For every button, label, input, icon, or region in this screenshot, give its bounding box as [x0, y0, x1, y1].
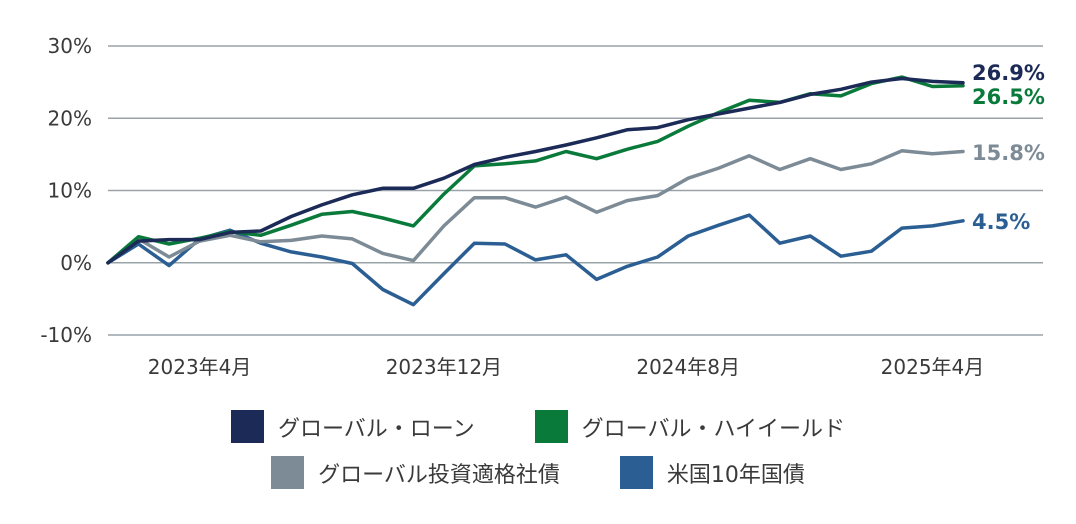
y-tick-label: 0% [60, 251, 92, 275]
line-chart: -10% 0% 10% 20% 30% 2023年4月 2023年12月 2024年8月 202… [40, 34, 1045, 379]
end-label: 4.5% [972, 210, 1030, 234]
legend-label-global-loan: グローバル・ローン [277, 416, 475, 442]
x-tick-label: 2023年4月 [148, 355, 252, 379]
legend-label-global-high-yield: グローバル・ハイイールド [581, 416, 846, 442]
legend-row-1: グローバル・ローン グローバル・ハイイールド [0, 410, 1076, 443]
x-tick-label: 2023年12月 [386, 355, 502, 379]
end-label: 26.9% [972, 61, 1045, 85]
legend-swatch-global-high-yield [534, 410, 568, 443]
legend-row-2: グローバル投資適格社債 米国10年国債 [0, 456, 1076, 489]
end-label: 26.5% [972, 85, 1045, 109]
x-tick-label: 2024年8月 [636, 355, 740, 379]
y-tick-label: 10% [48, 179, 92, 203]
y-tick-label: 20% [48, 106, 92, 130]
legend-item-global-high-yield: グローバル・ハイイールド [534, 410, 846, 443]
legend-item-global-loan: グローバル・ローン [230, 410, 475, 443]
legend-label-us-10y: 米国10年国債 [666, 462, 805, 488]
y-tick-label: 30% [48, 34, 92, 58]
legend-item-us-10y: 米国10年国債 [619, 456, 805, 489]
legend-label-global-ig-corp: グローバル投資適格社債 [318, 462, 560, 488]
series-line [106, 76, 965, 265]
x-tick-label: 2025年4月 [881, 355, 985, 379]
y-tick-label: -10% [40, 323, 92, 347]
legend-swatch-global-ig-corp [271, 456, 305, 489]
legend-swatch-global-loan [230, 410, 264, 443]
end-label: 15.8% [972, 141, 1045, 165]
series-line [106, 213, 965, 307]
series-line [106, 149, 965, 265]
legend-swatch-us-10y [619, 456, 653, 489]
legend-item-global-ig-corp: グローバル投資適格社債 [271, 456, 560, 489]
